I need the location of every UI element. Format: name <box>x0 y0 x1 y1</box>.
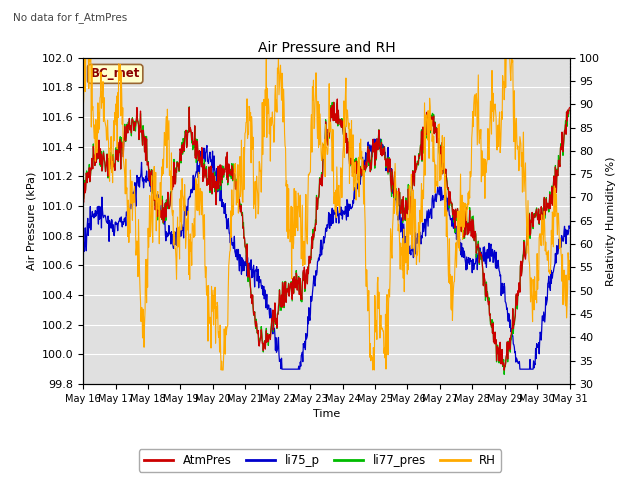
Text: No data for f_AtmPres: No data for f_AtmPres <box>13 12 127 23</box>
Title: Air Pressure and RH: Air Pressure and RH <box>257 41 396 55</box>
X-axis label: Time: Time <box>313 409 340 419</box>
Y-axis label: Relativity Humidity (%): Relativity Humidity (%) <box>606 156 616 286</box>
Text: BC_met: BC_met <box>90 67 140 80</box>
Legend: AtmPres, li75_p, li77_pres, RH: AtmPres, li75_p, li77_pres, RH <box>139 449 501 472</box>
Y-axis label: Air Pressure (kPa): Air Pressure (kPa) <box>26 172 36 270</box>
